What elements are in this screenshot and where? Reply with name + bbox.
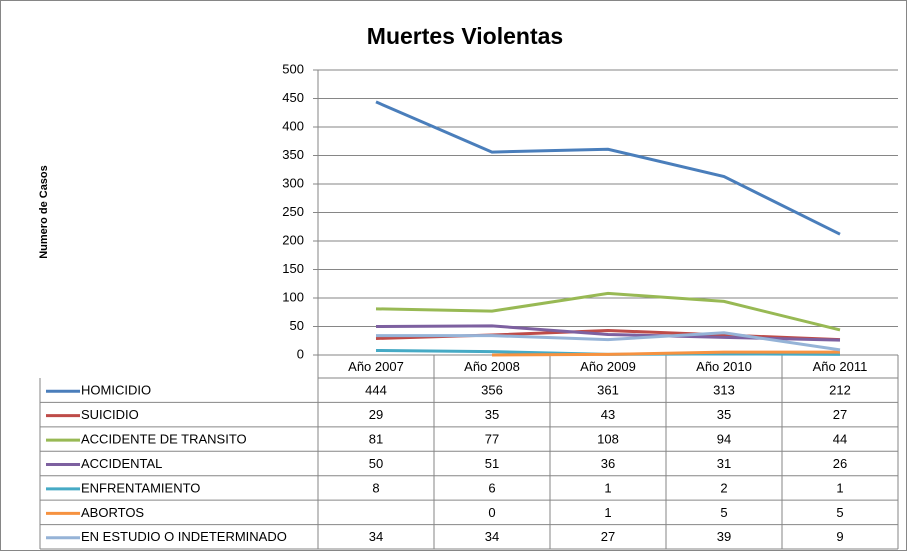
series-line — [491, 350, 840, 357]
table-value: 35 — [485, 407, 499, 422]
table-value: 26 — [833, 456, 847, 471]
table-value: 51 — [485, 456, 499, 471]
legend-label: SUICIDIO — [81, 407, 139, 422]
y-tick-label: 500 — [282, 61, 304, 76]
chart-title: Muertes Violentas — [367, 23, 563, 49]
y-tick-label: 100 — [282, 289, 304, 304]
x-tick-label: Año 2008 — [464, 359, 520, 374]
table-value: 6 — [488, 480, 495, 495]
x-tick-label: Año 2011 — [813, 359, 868, 374]
table-value: 1 — [604, 505, 611, 520]
y-tick-label: 250 — [282, 204, 304, 219]
y-tick-label: 350 — [282, 147, 304, 162]
table-value: 8 — [372, 480, 379, 495]
legend-label: ABORTOS — [81, 505, 144, 520]
y-tick-label: 150 — [282, 261, 304, 276]
table-value: 5 — [836, 505, 843, 520]
table-value: 356 — [481, 383, 503, 398]
legend-label: HOMICIDIO — [81, 383, 151, 398]
y-tick-label: 0 — [297, 346, 304, 361]
legend-label: ACCIDENTE DE TRANSITO — [81, 432, 247, 447]
table-value: 77 — [485, 432, 499, 447]
table-value: 1 — [836, 480, 843, 495]
legend-label: ENFRENTAMIENTO — [81, 480, 200, 495]
table-value: 43 — [601, 407, 615, 422]
table-value: 313 — [713, 383, 735, 398]
x-tick-label: Año 2010 — [696, 359, 752, 374]
y-tick-label: 400 — [282, 118, 304, 133]
table-value: 27 — [601, 529, 615, 544]
table-value: 0 — [488, 505, 495, 520]
table-value: 50 — [369, 456, 383, 471]
table-value: 5 — [720, 505, 727, 520]
series-line — [376, 331, 841, 352]
y-tick-label: 450 — [282, 90, 304, 105]
table-value: 34 — [369, 529, 383, 544]
x-tick-label: Año 2009 — [580, 359, 636, 374]
table-value: 31 — [717, 456, 731, 471]
table-value: 108 — [597, 432, 619, 447]
table-value: 81 — [369, 432, 383, 447]
table-value: 34 — [485, 529, 499, 544]
table-value: 212 — [829, 383, 851, 398]
table-value: 29 — [369, 407, 383, 422]
table-value: 444 — [365, 383, 387, 398]
x-tick-label: Año 2007 — [348, 359, 404, 374]
table-value: 44 — [833, 432, 847, 447]
series-line — [375, 100, 841, 236]
table-value: 94 — [717, 432, 731, 447]
y-axis-label: Numero de Casos — [38, 165, 50, 259]
table-value: 9 — [836, 529, 843, 544]
y-tick-label: 200 — [282, 232, 304, 247]
legend-label: ACCIDENTAL — [81, 456, 162, 471]
table-value: 1 — [604, 480, 611, 495]
table-value: 27 — [833, 407, 847, 422]
table-value: 36 — [601, 456, 615, 471]
table-value: 35 — [717, 407, 731, 422]
table-value: 2 — [720, 480, 727, 495]
y-tick-label: 50 — [290, 318, 304, 333]
table-value: 39 — [717, 529, 731, 544]
y-tick-label: 300 — [282, 175, 304, 190]
series-line — [375, 291, 841, 332]
legend-label: EN ESTUDIO O INDETERMINADO — [81, 529, 287, 544]
table-value: 361 — [597, 383, 619, 398]
